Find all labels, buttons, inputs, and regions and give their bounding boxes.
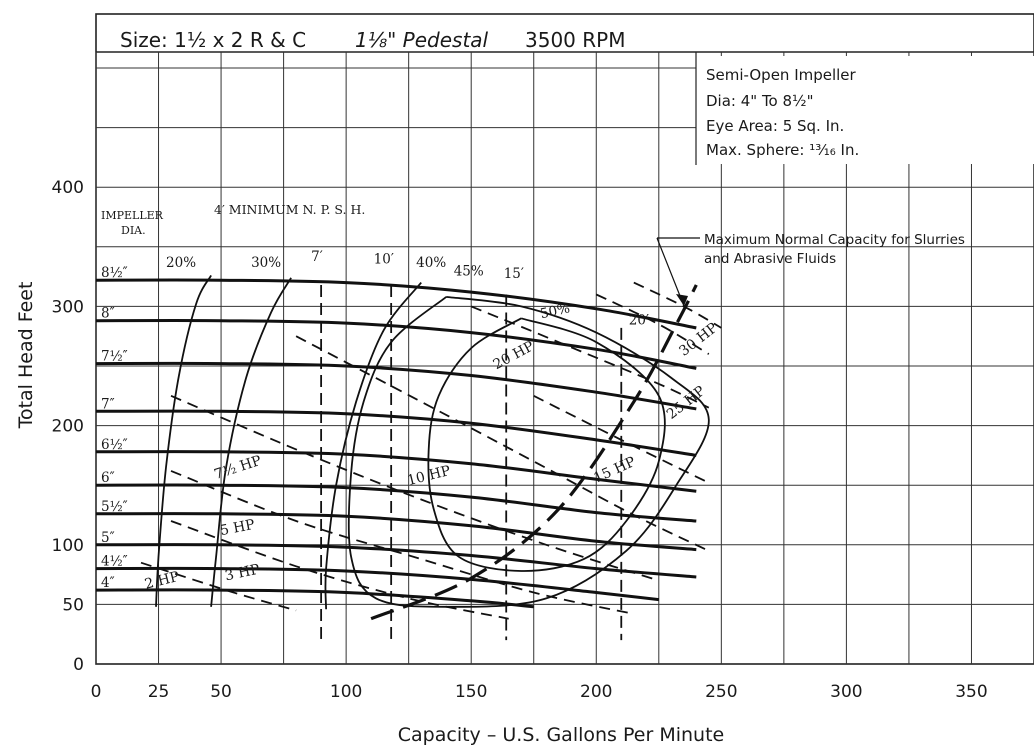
x-axis-title: Capacity – U.S. Gallons Per Minute	[398, 724, 724, 746]
info-line-4: Max. Sphere: ¹³⁄₁₆ In.	[706, 141, 859, 159]
info-box-bg	[696, 56, 1034, 164]
efficiency-label: 50%	[539, 300, 572, 322]
hp-label: 5 HP	[219, 517, 256, 539]
y-tick-label: 200	[52, 417, 84, 437]
efficiency-curve	[324, 282, 422, 610]
impeller-label: 5½″	[101, 499, 128, 515]
impeller-label: 7½″	[101, 349, 128, 365]
hp-curve	[295, 335, 710, 552]
efficiency-label: 45%	[454, 263, 484, 279]
npsh-curves	[320, 284, 623, 641]
axes: 0 25 50 100 150 200 250 300 350 0 50 100 200 300 400	[52, 178, 988, 702]
x-tick-label: 350	[955, 682, 987, 702]
labels: 8½″ 8″ 7½″ 7″ 6½″ 6″ 5½″ 5″ 4½″ 4″ 20% 30% 40% 45% 50%…	[101, 249, 721, 593]
hp-curve	[170, 520, 509, 620]
impeller-curves	[95, 278, 697, 609]
impeller-label: 8½″	[101, 265, 128, 281]
efficiency-curve	[427, 317, 666, 572]
slurry-note-2: and Abrasive Fluids	[704, 251, 836, 267]
impeller-label: 5″	[101, 530, 115, 546]
y-tick-label: 50	[62, 595, 84, 615]
header-size: Size: 1½ x 2 R & C	[120, 28, 306, 52]
slurry-note-1: Maximum Normal Capacity for Slurries	[704, 232, 965, 248]
efficiency-label: 30%	[251, 255, 281, 271]
x-tick-label: 0	[91, 682, 102, 702]
efficiency-label: 20%	[166, 255, 196, 271]
y-tick-label: 100	[52, 536, 84, 556]
x-tick-label: 150	[455, 682, 487, 702]
impeller-header: IMPELLER	[101, 209, 164, 222]
x-tick-label: 25	[148, 682, 170, 702]
impeller-curve	[95, 278, 697, 330]
hp-curve	[633, 281, 722, 329]
impeller-header-2: DIA.	[121, 224, 146, 237]
impeller-label: 4½″	[101, 554, 128, 570]
hp-label: 7½ HP	[212, 453, 263, 483]
npsh-header: 4′ MINIMUM N. P. S. H.	[214, 202, 365, 217]
impeller-label: 6″	[101, 470, 115, 486]
impeller-label: 7″	[101, 396, 115, 412]
impeller-curve	[95, 450, 697, 493]
x-tick-label: 300	[830, 682, 862, 702]
npsh-label: 15′	[504, 266, 524, 282]
hp-curve	[170, 470, 634, 615]
efficiency-label: 40%	[416, 255, 446, 271]
slurry-arrowhead	[676, 294, 688, 306]
impeller-curve	[95, 566, 659, 602]
npsh-label: 20′	[629, 312, 649, 328]
x-tick-label: 50	[210, 682, 232, 702]
impeller-curve	[95, 512, 697, 552]
npsh-label: 10′	[374, 251, 394, 267]
info-line-1: Semi-Open Impeller	[706, 66, 857, 84]
y-tick-label: 300	[52, 297, 84, 317]
npsh-label: 7′	[311, 249, 323, 265]
efficiency-curves	[155, 274, 710, 610]
hp-curve	[595, 293, 710, 355]
y-tick-label: 400	[52, 178, 84, 198]
impeller-label: 4″	[101, 575, 115, 591]
x-tick-label: 100	[330, 682, 362, 702]
info-line-3: Eye Area: 5 Sq. In.	[706, 117, 844, 135]
impeller-curve	[95, 319, 697, 370]
header-pedestal: 1⅛" Pedestal	[355, 28, 489, 52]
header-rpm: 3500 RPM	[525, 28, 625, 52]
hp-label: 20 HP	[491, 338, 537, 373]
hp-curve	[170, 394, 660, 582]
efficiency-curve	[155, 274, 212, 607]
efficiency-curve	[210, 277, 292, 607]
impeller-curve	[95, 543, 697, 579]
slurry-limit-path	[370, 284, 698, 621]
impeller-curve	[95, 588, 534, 609]
y-tick-label: 0	[73, 655, 84, 675]
x-tick-label: 200	[580, 682, 612, 702]
slurry-limit-curve	[370, 237, 700, 621]
info-line-2: Dia: 4" To 8½"	[706, 92, 813, 110]
impeller-curve	[95, 409, 697, 457]
impeller-curve	[95, 361, 697, 411]
impeller-label: 6½″	[101, 437, 128, 453]
hp-label: 3 HP	[224, 562, 262, 585]
hp-curve	[470, 305, 710, 409]
impeller-curve	[95, 483, 697, 523]
x-tick-label: 250	[705, 682, 737, 702]
y-axis-title: Total Head Feet	[15, 282, 37, 430]
grid-lines	[95, 13, 1034, 665]
efficiency-curve	[347, 296, 710, 608]
impeller-label: 8″	[101, 306, 115, 322]
